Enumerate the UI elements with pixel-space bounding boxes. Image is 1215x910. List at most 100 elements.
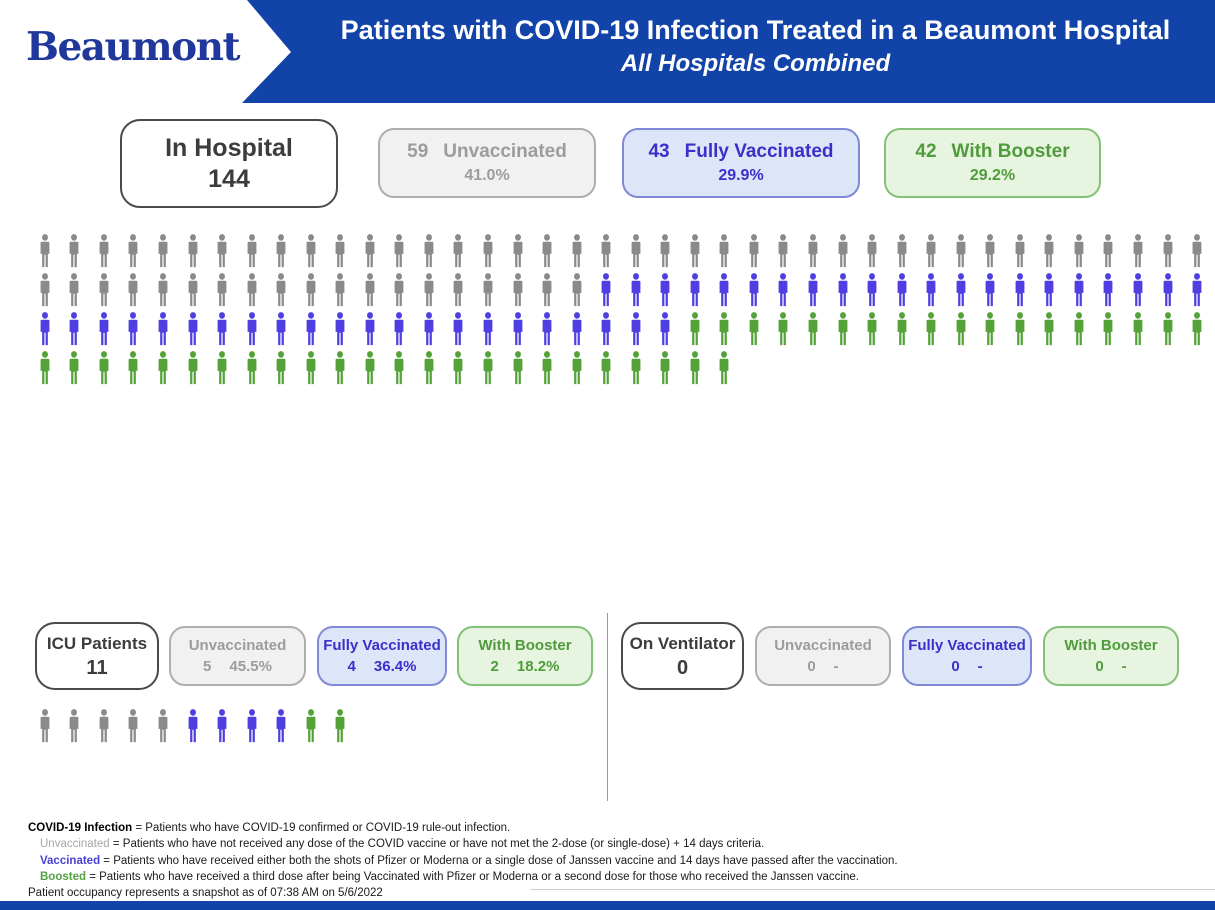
person-icon-gray <box>60 232 90 268</box>
person-icon-gray <box>385 232 415 268</box>
person-icon-gray <box>621 232 651 268</box>
person-icon-gray <box>591 232 621 268</box>
unvaccinated-label: Unvaccinated <box>443 141 567 162</box>
person-icon-gray <box>355 232 385 268</box>
person-icon-gray <box>119 271 149 307</box>
person-icon-blue <box>798 271 828 307</box>
person-icon-blue <box>591 310 621 346</box>
person-icon-green <box>266 349 296 385</box>
person-icon-gray <box>296 271 326 307</box>
person-icon-gray <box>207 232 237 268</box>
icu-fully-vaccinated-card[interactable]: Fully Vaccinated 4 36.4% <box>317 626 447 686</box>
page-title-line2: All Hospitals Combined <box>620 50 891 77</box>
person-icon-green <box>1153 310 1183 346</box>
ventilator-fully-vaccinated-pct: - <box>977 658 983 675</box>
person-icon-green <box>1035 310 1065 346</box>
person-icon-gray <box>178 232 208 268</box>
person-icon-blue <box>680 271 710 307</box>
person-icon-green <box>710 310 740 346</box>
footnote-text-boosted: = Patients who have received a third dos… <box>86 870 859 883</box>
icu-unvaccinated-pct: 45.5% <box>229 658 272 675</box>
fully-vaccinated-label: Fully Vaccinated <box>684 141 834 162</box>
person-icon-green <box>385 349 415 385</box>
person-icon-gray <box>325 232 355 268</box>
person-icon-gray <box>946 232 976 268</box>
ventilator-unvaccinated-pct: - <box>833 658 839 675</box>
person-icon-gray <box>769 232 799 268</box>
person-icon-green <box>887 310 917 346</box>
footnote-vaccinated-definition: Vaccinated = Patients who have received … <box>28 853 1205 869</box>
person-icon-gray <box>30 232 60 268</box>
person-icon-green <box>237 349 267 385</box>
person-icon-gray <box>798 232 828 268</box>
person-icon-green <box>148 349 178 385</box>
fully-vaccinated-card[interactable]: 43 Fully Vaccinated 29.9% <box>622 128 860 198</box>
ventilator-fully-vaccinated-label: Fully Vaccinated <box>908 637 1026 654</box>
person-icon-gray <box>30 707 60 743</box>
ventilator-with-booster-pct: - <box>1121 658 1127 675</box>
person-icon-green <box>1182 310 1212 346</box>
icu-pictogram <box>30 707 630 746</box>
icu-unvaccinated-label: Unvaccinated <box>188 637 287 654</box>
person-icon-green <box>946 310 976 346</box>
person-icon-gray <box>562 232 592 268</box>
person-icon-gray <box>532 232 562 268</box>
footnote-text-snapshot: Patient occupancy represents a snapshot … <box>28 887 383 900</box>
person-icon-gray <box>207 271 237 307</box>
person-icon-green <box>680 349 710 385</box>
ventilator-fully-vaccinated-count: 0 <box>951 658 960 675</box>
footnote-term-covid: COVID-19 Infection <box>28 822 133 834</box>
icu-patients-card[interactable]: ICU Patients 11 <box>35 622 159 690</box>
ventilator-unvaccinated-card[interactable]: Unvaccinated 0 - <box>755 626 891 686</box>
on-ventilator-card[interactable]: On Ventilator 0 <box>621 622 744 690</box>
ventilator-with-booster-card[interactable]: With Booster 0 - <box>1043 626 1179 686</box>
fully-vaccinated-count: 43 <box>648 141 670 162</box>
ventilator-unvaccinated-count: 0 <box>807 658 816 675</box>
in-hospital-label: In Hospital <box>165 134 293 162</box>
person-icon-gray <box>444 232 474 268</box>
person-icon-blue <box>1064 271 1094 307</box>
person-icon-gray <box>60 707 90 743</box>
icu-fully-vaccinated-pct: 36.4% <box>373 658 417 675</box>
with-booster-pct: 29.2% <box>969 167 1016 184</box>
person-icon-gray <box>1123 232 1153 268</box>
person-icon-blue <box>1094 271 1124 307</box>
person-icon-gray <box>1035 232 1065 268</box>
person-icon-green <box>296 707 326 743</box>
with-booster-count: 42 <box>915 141 937 162</box>
person-icon-gray <box>916 232 946 268</box>
person-icon-gray <box>503 271 533 307</box>
person-icon-blue <box>148 310 178 346</box>
ventilator-fully-vaccinated-card[interactable]: Fully Vaccinated 0 - <box>902 626 1032 686</box>
person-icon-blue <box>355 310 385 346</box>
person-icon-blue <box>710 271 740 307</box>
unvaccinated-card[interactable]: 59 Unvaccinated 41.0% <box>378 128 596 198</box>
with-booster-label: With Booster <box>951 141 1070 162</box>
person-icon-gray <box>1005 232 1035 268</box>
pictogram-row <box>30 349 1215 388</box>
person-icon-green <box>798 310 828 346</box>
person-icon-green <box>621 349 651 385</box>
logo-area: Beaumont <box>0 0 291 103</box>
person-icon-gray <box>148 707 178 743</box>
in-hospital-card[interactable]: In Hospital 144 <box>120 119 338 208</box>
person-icon-gray <box>237 232 267 268</box>
person-icon-gray <box>976 232 1006 268</box>
person-icon-blue <box>739 271 769 307</box>
person-icon-gray <box>828 232 858 268</box>
with-booster-card[interactable]: 42 With Booster 29.2% <box>884 128 1101 198</box>
person-icon-blue <box>325 310 355 346</box>
icu-unvaccinated-card[interactable]: Unvaccinated 5 45.5% <box>169 626 306 686</box>
person-icon-green <box>828 310 858 346</box>
person-icon-blue <box>296 310 326 346</box>
person-icon-green <box>325 707 355 743</box>
footnote-boosted-definition: Boosted = Patients who have received a t… <box>28 869 1205 885</box>
person-icon-green <box>916 310 946 346</box>
person-icon-green <box>178 349 208 385</box>
icu-with-booster-card[interactable]: With Booster 2 18.2% <box>457 626 593 686</box>
person-icon-blue <box>946 271 976 307</box>
icu-with-booster-count: 2 <box>490 658 499 675</box>
footnote-term-vaccinated: Vaccinated <box>40 854 101 867</box>
person-icon-green <box>739 310 769 346</box>
